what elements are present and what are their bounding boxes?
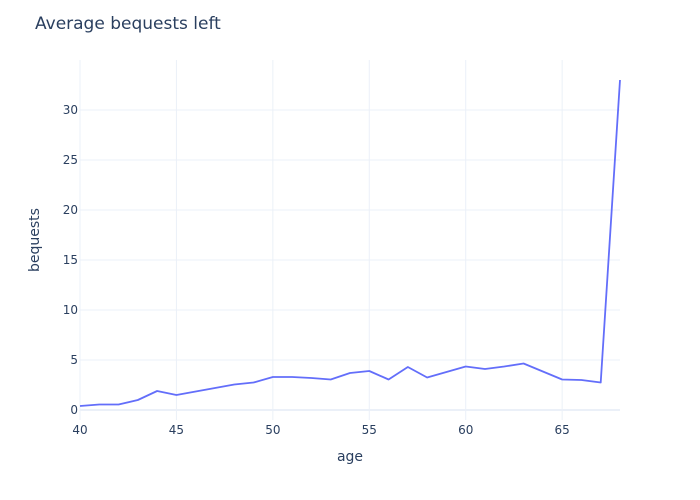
series-line xyxy=(79,79,621,407)
y-tick-label: 15 xyxy=(63,253,78,267)
grid xyxy=(79,60,620,420)
plot-area xyxy=(79,79,621,407)
x-tick-label: 55 xyxy=(362,423,377,437)
y-tick-label: 25 xyxy=(63,153,78,167)
x-axis-ticks: 40 45 50 55 60 65 xyxy=(72,423,569,437)
x-tick-label: 50 xyxy=(265,423,280,437)
y-tick-label: 5 xyxy=(70,353,78,367)
y-tick-label: 10 xyxy=(63,303,78,317)
y-tick-label: 20 xyxy=(63,203,78,217)
y-axis-title: bequests xyxy=(27,208,43,272)
y-tick-label: 0 xyxy=(70,403,78,417)
y-tick-label: 30 xyxy=(63,103,78,117)
x-tick-label: 45 xyxy=(169,423,184,437)
x-tick-label: 60 xyxy=(458,423,473,437)
x-tick-label: 65 xyxy=(555,423,570,437)
x-tick-label: 40 xyxy=(72,423,87,437)
y-axis-ticks: 0 5 10 15 20 25 30 xyxy=(63,103,78,417)
chart-title: Average bequests left xyxy=(35,14,221,34)
x-axis-title: age xyxy=(337,449,363,465)
